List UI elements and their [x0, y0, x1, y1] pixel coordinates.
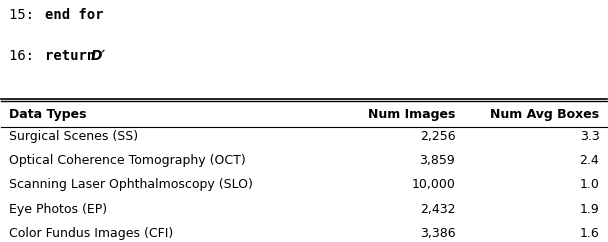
Text: Num Avg Boxes: Num Avg Boxes: [490, 108, 599, 121]
Text: 1.0: 1.0: [579, 178, 599, 191]
Text: Data Types: Data Types: [9, 108, 86, 121]
Text: Num Images: Num Images: [368, 108, 455, 121]
Text: end for: end for: [45, 8, 103, 22]
Text: 3,859: 3,859: [420, 154, 455, 167]
Text: 1.9: 1.9: [579, 203, 599, 216]
Text: 10,000: 10,000: [412, 178, 455, 191]
Text: 2,432: 2,432: [420, 203, 455, 216]
Text: Scanning Laser Ophthalmoscopy (SLO): Scanning Laser Ophthalmoscopy (SLO): [9, 178, 252, 191]
Text: Eye Photos (EP): Eye Photos (EP): [9, 203, 107, 216]
Text: Surgical Scenes (SS): Surgical Scenes (SS): [9, 130, 138, 143]
Text: 2.4: 2.4: [579, 154, 599, 167]
Text: 3.3: 3.3: [579, 130, 599, 143]
Text: D′: D′: [91, 49, 106, 62]
Text: Optical Coherence Tomography (OCT): Optical Coherence Tomography (OCT): [9, 154, 246, 167]
Text: 1.6: 1.6: [579, 227, 599, 240]
Text: 2,256: 2,256: [420, 130, 455, 143]
Text: return: return: [45, 49, 103, 62]
Text: 3,386: 3,386: [420, 227, 455, 240]
Text: 16:: 16:: [9, 49, 50, 62]
Text: 15:: 15:: [9, 8, 50, 22]
Text: Color Fundus Images (CFI): Color Fundus Images (CFI): [9, 227, 173, 240]
